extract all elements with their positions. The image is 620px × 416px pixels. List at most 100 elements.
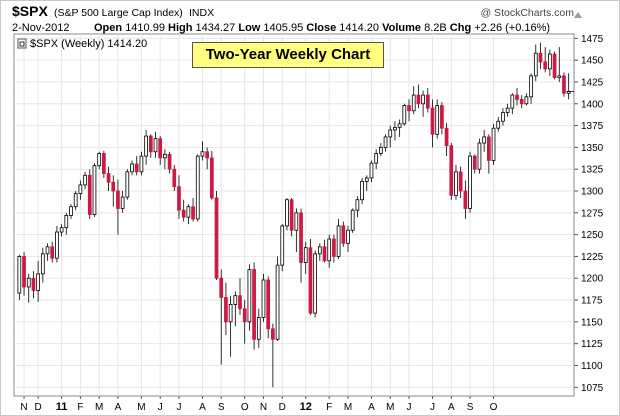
series-legend: $SPX (Weekly) 1414.20: [30, 38, 147, 50]
candle-down: [134, 163, 139, 173]
candle-down: [543, 61, 548, 70]
y-tick-label: 1325: [581, 165, 604, 176]
candle-down: [444, 127, 449, 147]
symbol-title: $SPX: [12, 3, 48, 19]
collapse-arrow-icon[interactable]: [574, 12, 582, 18]
candle-down: [167, 153, 172, 170]
candle-down: [172, 168, 177, 188]
candle-up: [524, 96, 529, 105]
quote-date: 2-Nov-2012: [12, 22, 70, 34]
y-tick-label: 1350: [581, 143, 604, 154]
candle-down: [148, 135, 153, 153]
candle-up: [130, 163, 134, 173]
candle-up: [510, 94, 515, 109]
candle-up: [336, 225, 341, 257]
candle-up: [496, 120, 501, 129]
low-label: Low: [238, 22, 261, 34]
candle-down: [111, 181, 116, 192]
x-tick-label: F: [326, 402, 332, 413]
candle-up: [280, 225, 285, 266]
candle-up: [261, 279, 266, 318]
candle-down: [22, 256, 26, 288]
x-tick-label: J: [176, 402, 181, 413]
candle-up: [64, 215, 69, 229]
change-value: +2.26 (+0.16%): [474, 22, 551, 34]
candle-up: [364, 177, 369, 182]
candle-down: [458, 171, 463, 192]
candle-up: [36, 273, 40, 291]
candle-up: [402, 105, 407, 125]
candle-up: [501, 112, 505, 122]
x-tick-label: A: [199, 402, 206, 413]
candle-up: [468, 155, 472, 209]
candle-down: [106, 173, 111, 183]
candle-down: [440, 105, 444, 129]
candle-up: [421, 94, 425, 105]
candle-up: [317, 246, 322, 255]
candle-up: [163, 153, 167, 159]
exchange-label: INDX: [189, 7, 215, 19]
candle-up: [97, 153, 102, 167]
candle-up: [73, 193, 78, 208]
candle-down: [472, 155, 477, 170]
candle-down: [181, 209, 186, 218]
candle-up: [454, 171, 458, 196]
candle-down: [271, 328, 275, 340]
candle-series: [17, 42, 574, 388]
y-tick-label: 1300: [581, 187, 604, 198]
ohlc-summary: Open 1410.99 High 1434.27 Low 1405.95 Cl…: [94, 22, 550, 34]
candle-down: [449, 145, 454, 196]
candle-up: [256, 317, 261, 340]
candle-down: [463, 190, 468, 209]
candle-up: [411, 94, 416, 112]
x-tick-label: D: [35, 402, 42, 413]
candle-up: [17, 256, 22, 294]
candle-up: [92, 165, 97, 215]
x-tick-label: S: [218, 402, 225, 413]
brand-watermark[interactable]: @ StockCharts.com: [480, 7, 574, 19]
x-axis: N D 11 F M A M J J A S O N D 12 F M A M J J A S O: [20, 396, 498, 413]
candle-up: [393, 126, 397, 131]
y-tick-label: 1475: [581, 34, 604, 45]
candle-down: [158, 138, 163, 159]
candle-down: [214, 197, 219, 279]
x-tick-label: O: [490, 402, 498, 413]
legend-swatch-icon: [17, 38, 27, 49]
candle-up: [379, 146, 383, 154]
legend-candle-icon: [19, 41, 25, 47]
y-tick-label: 1250: [581, 230, 604, 241]
x-tick-label: A: [448, 402, 455, 413]
x-tick-label: O: [241, 402, 249, 413]
candle-up: [557, 75, 562, 79]
candle-down: [308, 247, 313, 314]
volume-label: Volume: [382, 22, 422, 34]
candle-up: [355, 199, 360, 211]
candle-down: [341, 225, 346, 244]
candle-up: [144, 135, 148, 157]
candle-up: [369, 162, 374, 179]
candle-down: [266, 279, 271, 330]
candle-up: [247, 269, 252, 323]
candle-down: [102, 153, 106, 174]
candle-down: [515, 94, 519, 100]
candle-down: [252, 269, 256, 340]
close-value: 1414.20: [339, 22, 380, 34]
candle-down: [430, 107, 435, 135]
y-tick-label: 1125: [581, 339, 603, 350]
candle-down: [205, 151, 209, 159]
x-tick-label: D: [279, 402, 286, 413]
x-tick-label: N: [20, 402, 27, 413]
candle-up: [186, 206, 191, 218]
candle-down: [332, 238, 336, 257]
candle-up: [195, 155, 200, 220]
close-label: Close: [306, 22, 337, 34]
candle-down: [87, 174, 92, 215]
candle-down: [289, 199, 294, 231]
candle-down: [407, 105, 411, 112]
candle-up: [139, 155, 144, 173]
y-tick-label: 1425: [581, 77, 604, 88]
open-label: Open: [94, 22, 123, 34]
candle-down: [116, 190, 120, 209]
change-label: Chg: [449, 22, 472, 34]
candle-down: [562, 75, 566, 94]
